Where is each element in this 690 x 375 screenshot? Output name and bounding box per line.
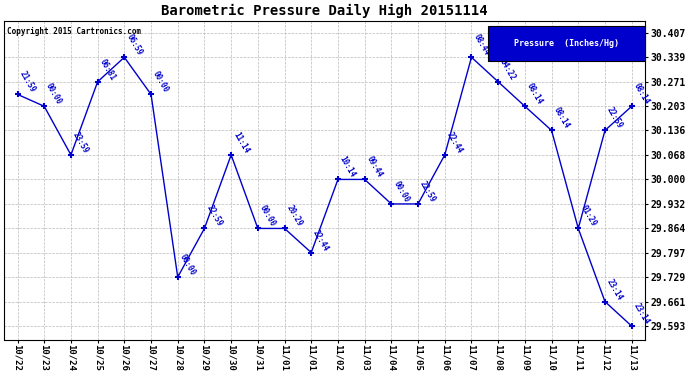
- FancyBboxPatch shape: [488, 26, 645, 61]
- Text: 08:14: 08:14: [551, 106, 571, 130]
- Text: 00:00: 00:00: [178, 253, 197, 277]
- Text: 06:59: 06:59: [124, 33, 144, 57]
- Text: 23:14: 23:14: [631, 302, 651, 326]
- Text: 08:14: 08:14: [525, 82, 544, 106]
- Text: 08:44: 08:44: [471, 33, 491, 57]
- Text: 23:59: 23:59: [71, 130, 90, 155]
- Text: 22:44: 22:44: [445, 130, 464, 155]
- Text: Pressure  (Inches/Hg): Pressure (Inches/Hg): [514, 39, 619, 48]
- Text: 23:14: 23:14: [605, 277, 624, 302]
- Text: 22:44: 22:44: [311, 228, 331, 253]
- Text: Copyright 2015 Cartronics.com: Copyright 2015 Cartronics.com: [8, 27, 141, 36]
- Text: 11:14: 11:14: [231, 130, 250, 155]
- Text: 04:22: 04:22: [498, 57, 518, 82]
- Text: 20:29: 20:29: [284, 204, 304, 228]
- Text: 00:00: 00:00: [391, 179, 411, 204]
- Text: 22:59: 22:59: [418, 179, 437, 204]
- Text: 00:00: 00:00: [258, 204, 277, 228]
- Text: 06:81: 06:81: [97, 57, 117, 82]
- Text: 00:00: 00:00: [44, 82, 63, 106]
- Text: 09:44: 09:44: [364, 155, 384, 179]
- Text: 01:29: 01:29: [578, 204, 598, 228]
- Text: 08:14: 08:14: [631, 82, 651, 106]
- Text: 22:59: 22:59: [204, 204, 224, 228]
- Text: 10:14: 10:14: [338, 155, 357, 179]
- Text: 21:59: 21:59: [17, 70, 37, 94]
- Text: 00:00: 00:00: [151, 70, 170, 94]
- Text: 22:59: 22:59: [605, 106, 624, 130]
- Title: Barometric Pressure Daily High 20151114: Barometric Pressure Daily High 20151114: [161, 4, 488, 18]
